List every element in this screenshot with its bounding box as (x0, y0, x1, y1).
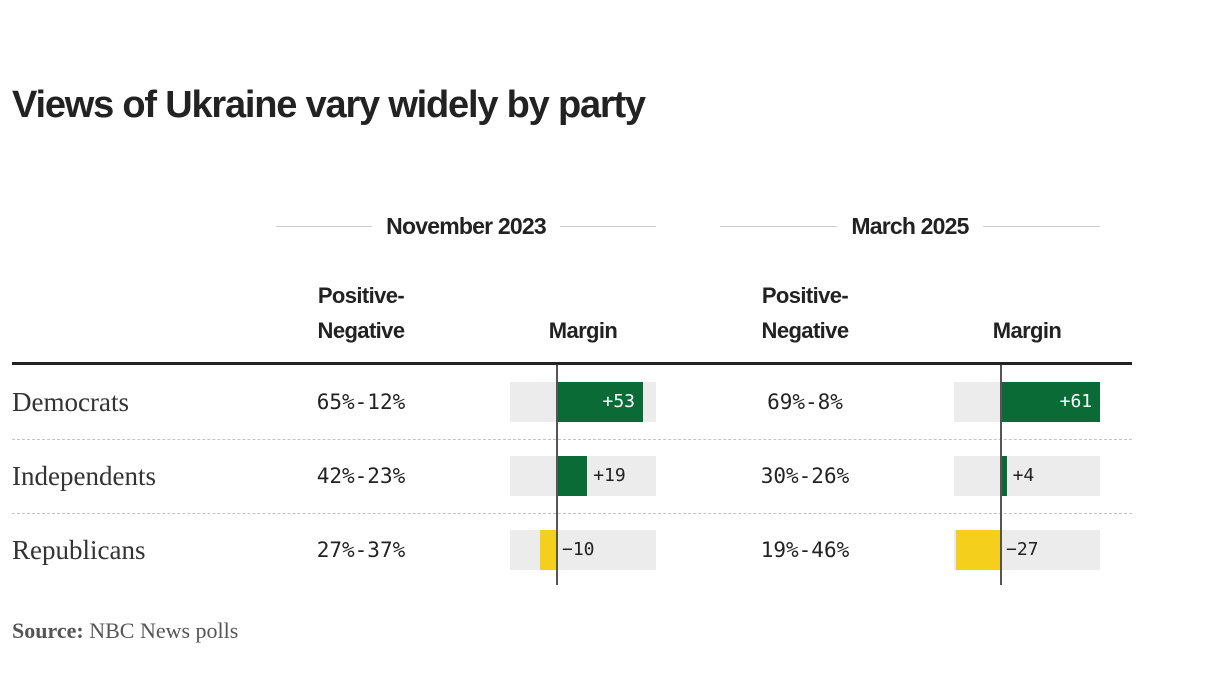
period-rule-right (982, 225, 1100, 227)
margin-label: +19 (593, 465, 626, 486)
positive-negative-value: 65%-12% (316, 390, 406, 414)
period-rule-right (559, 225, 656, 227)
column-header-line-1: Negative (317, 318, 406, 343)
margin-bar-track: +53 (510, 382, 656, 422)
margin-label: −10 (562, 539, 595, 560)
margin-label: −27 (1006, 539, 1039, 560)
period-header-1: March 2025 (720, 210, 1100, 242)
margin-bar-track: +4 (954, 456, 1100, 496)
period-rule-left (720, 225, 838, 227)
margin-bar (1000, 382, 1101, 422)
margin-bar-track: −27 (954, 530, 1100, 570)
margin-bar (556, 382, 643, 422)
column-header-positive-negative: Positive- Negative (705, 278, 905, 348)
party-label: Independents (12, 461, 156, 491)
column-header-line-1: Negative (761, 318, 850, 343)
margin-bar (539, 530, 556, 570)
period-header-0: November 2023 (276, 210, 656, 242)
margin-bar-track: +19 (510, 456, 656, 496)
column-header-line-0: Positive- (317, 283, 405, 308)
column-header-positive-negative: Positive- Negative (261, 278, 461, 348)
table-row: Republicans 27%-37% −10 19%-46% −27 (12, 513, 1132, 587)
header-rule (12, 362, 1132, 365)
positive-negative-value: 30%-26% (760, 464, 850, 488)
margin-bar (556, 456, 588, 496)
table-row: Independents 42%-23% +19 30%-26% +4 (12, 439, 1132, 514)
source-text: NBC News polls (89, 618, 239, 643)
column-header-line-0: Positive- (761, 283, 849, 308)
period-label: November 2023 (386, 212, 546, 239)
margin-label: +4 (1012, 465, 1035, 486)
column-header-margin: Margin (992, 318, 1062, 343)
zero-axis-line (556, 365, 558, 585)
source-label: Source: (12, 618, 84, 643)
source-note: Source: NBC News polls (12, 618, 238, 644)
chart-title: Views of Ukraine vary widely by party (12, 84, 646, 126)
party-label: Republicans (12, 535, 146, 565)
zero-axis-line (1000, 365, 1002, 585)
period-label: March 2025 (851, 212, 969, 239)
party-label: Democrats (12, 387, 129, 417)
positive-negative-value: 19%-46% (760, 538, 850, 562)
positive-negative-value: 42%-23% (316, 464, 406, 488)
margin-bar (1000, 456, 1007, 496)
table-row: Democrats 65%-12% +53 69%-8% +61 (12, 365, 1132, 440)
positive-negative-value: 69%-8% (767, 390, 843, 414)
margin-bar (955, 530, 1000, 570)
margin-bar-track: −10 (510, 530, 656, 570)
margin-bar-track: +61 (954, 382, 1101, 422)
margin-label: +53 (602, 391, 635, 412)
margin-label: +61 (1059, 391, 1093, 412)
positive-negative-value: 27%-37% (316, 538, 406, 562)
period-rule-left (276, 225, 373, 227)
column-header-margin: Margin (548, 318, 618, 343)
